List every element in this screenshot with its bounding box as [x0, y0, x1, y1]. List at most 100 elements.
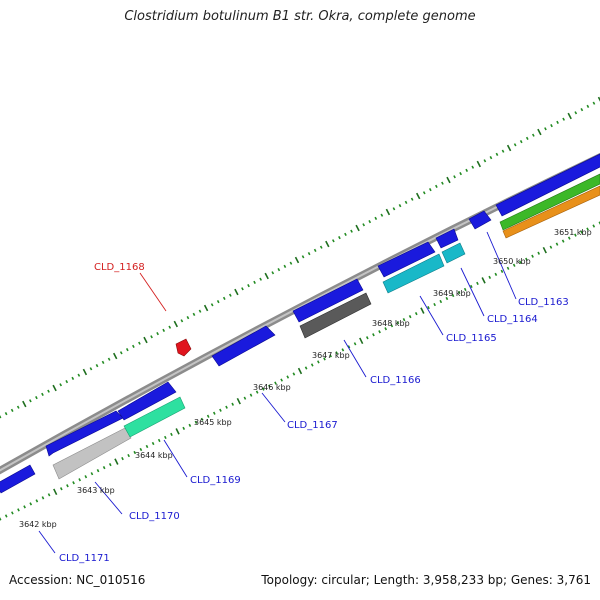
- inner-track-minor-tick: [151, 441, 155, 446]
- inner-track-minor-tick: [219, 408, 222, 412]
- outer-track-major-tick: [264, 272, 269, 280]
- cds-arrow-cld-1164[interactable]: [435, 228, 459, 249]
- cds-arrow-cld-1171[interactable]: [0, 464, 36, 494]
- inner-track-minor-tick: [439, 299, 443, 304]
- inner-track-minor-tick: [494, 272, 498, 276]
- gene-label-cld-1170[interactable]: CLD_1170: [129, 511, 180, 522]
- inner-track-minor-tick: [261, 387, 265, 391]
- cds-arrow-cld-1165[interactable]: [377, 241, 436, 278]
- feature-dark-gray-bar: [299, 292, 372, 339]
- outer-track-minor-tick: [168, 325, 172, 329]
- outer-track-minor-tick: [4, 411, 8, 416]
- outer-track-minor-tick: [271, 271, 275, 275]
- cds-arrow-cld-1166[interactable]: [292, 278, 364, 323]
- inner-track-minor-tick: [29, 502, 33, 506]
- gene-label-cld-1164[interactable]: CLD_1164: [487, 314, 538, 325]
- outer-track-minor-tick: [368, 219, 372, 224]
- inner-track-minor-tick: [586, 227, 589, 231]
- outer-track-minor-tick: [180, 319, 184, 323]
- outer-track-minor-tick: [428, 187, 432, 192]
- outer-track-minor-tick: [513, 143, 517, 147]
- inner-track-minor-tick: [518, 260, 522, 264]
- inner-track-minor-tick: [0, 517, 2, 521]
- cds-arrow-cld-1169[interactable]: [117, 381, 177, 421]
- gene-label-cld-1169[interactable]: CLD_1169: [190, 475, 241, 486]
- outer-track-minor-tick: [186, 315, 190, 320]
- outer-track-major-tick: [537, 128, 542, 136]
- tick-label-3648: 3648 kbp: [372, 319, 410, 328]
- gene-label-cld-1171[interactable]: CLD_1171: [59, 553, 110, 564]
- outer-track-minor-tick: [241, 287, 244, 291]
- outer-track-minor-tick: [550, 123, 553, 128]
- tick-label-3645: 3645 kbp: [194, 418, 232, 427]
- outer-track-minor-tick: [210, 303, 214, 307]
- inner-track-minor-tick: [537, 251, 541, 255]
- outer-track-minor-tick: [362, 223, 366, 227]
- outer-track-major-tick: [173, 320, 178, 328]
- cds-arrow-cld-1167[interactable]: [211, 325, 276, 367]
- inner-track-minor-tick: [231, 402, 235, 406]
- inner-track-minor-tick: [145, 444, 149, 449]
- tick-label-3643: 3643 kbp: [77, 486, 115, 495]
- outer-track-minor-tick: [10, 408, 14, 413]
- outer-track-minor-tick: [89, 367, 93, 371]
- inner-track-major-tick: [420, 307, 425, 314]
- gene-label-cld-1163[interactable]: CLD_1163: [518, 297, 569, 308]
- outer-track-minor-tick: [132, 344, 135, 349]
- inner-track-minor-tick: [23, 505, 26, 509]
- inner-track-minor-tick: [84, 475, 88, 479]
- inner-track-minor-tick: [127, 453, 130, 458]
- inner-track-minor-tick: [488, 275, 492, 279]
- outer-track-major-tick: [294, 256, 300, 264]
- inner-track-minor-tick: [194, 420, 198, 424]
- leader-line-cld-1165: [419, 295, 444, 336]
- outer-track-major-tick: [234, 288, 239, 296]
- inner-track-minor-tick: [182, 426, 186, 430]
- inner-track-minor-tick: [372, 333, 375, 337]
- inner-track-minor-tick: [108, 463, 112, 467]
- inner-track-minor-tick: [133, 450, 137, 455]
- outer-track-minor-tick: [574, 111, 578, 115]
- cds-arrow-cld-1170[interactable]: [45, 410, 124, 457]
- inner-track-minor-tick: [164, 435, 167, 440]
- tick-label-3651: 3651 kbp: [554, 228, 592, 237]
- outer-track-minor-tick: [319, 245, 323, 249]
- outer-track-minor-tick: [228, 293, 232, 297]
- inner-track-minor-tick: [274, 381, 277, 385]
- outer-track-minor-tick: [374, 216, 378, 221]
- inner-track-minor-tick: [476, 281, 479, 286]
- outer-track-minor-tick: [138, 341, 141, 345]
- outer-track-minor-tick: [198, 309, 202, 313]
- outer-track-minor-tick: [107, 357, 111, 361]
- outer-track-minor-tick: [283, 264, 287, 269]
- inner-track-minor-tick: [17, 508, 20, 512]
- inner-track-minor-tick: [580, 230, 583, 234]
- gene-label-cld-1167[interactable]: CLD_1167: [287, 420, 338, 431]
- outer-track-minor-tick: [580, 107, 584, 112]
- outer-track-minor-tick: [422, 191, 426, 195]
- inner-track-minor-tick: [396, 321, 400, 325]
- tick-label-3644: 3644 kbp: [135, 451, 173, 460]
- inner-track-minor-tick: [427, 305, 430, 310]
- tick-label-3649: 3649 kbp: [433, 289, 471, 298]
- outer-track-minor-tick: [307, 251, 311, 256]
- map-title: Clostridium botulinum B1 str. Okra, comp…: [124, 9, 476, 24]
- gene-label-cld-1168[interactable]: CLD_1168: [94, 262, 145, 273]
- inner-track-minor-tick: [555, 242, 559, 246]
- gene-label-cld-1165[interactable]: CLD_1165: [446, 333, 497, 344]
- cds-arrow-cld-1163-small[interactable]: [468, 210, 492, 230]
- outer-track-minor-tick: [410, 197, 414, 201]
- leader-line-cld-1171: [38, 530, 56, 554]
- outer-dotted-track: [0, 96, 600, 419]
- feature-orange-bar: [502, 185, 600, 239]
- gene-marker-cld-1168[interactable]: [175, 338, 192, 357]
- gene-label-cld-1166[interactable]: CLD_1166: [370, 375, 421, 386]
- inner-track-minor-tick: [317, 360, 320, 364]
- outer-track-major-tick: [446, 176, 451, 184]
- cds-arrow-cld-1163[interactable]: [495, 153, 600, 217]
- leader-line-cld-1169: [163, 439, 188, 478]
- tick-label-3642: 3642 kbp: [19, 520, 57, 529]
- outer-track-minor-tick: [344, 232, 347, 237]
- inner-track-minor-tick: [592, 224, 596, 228]
